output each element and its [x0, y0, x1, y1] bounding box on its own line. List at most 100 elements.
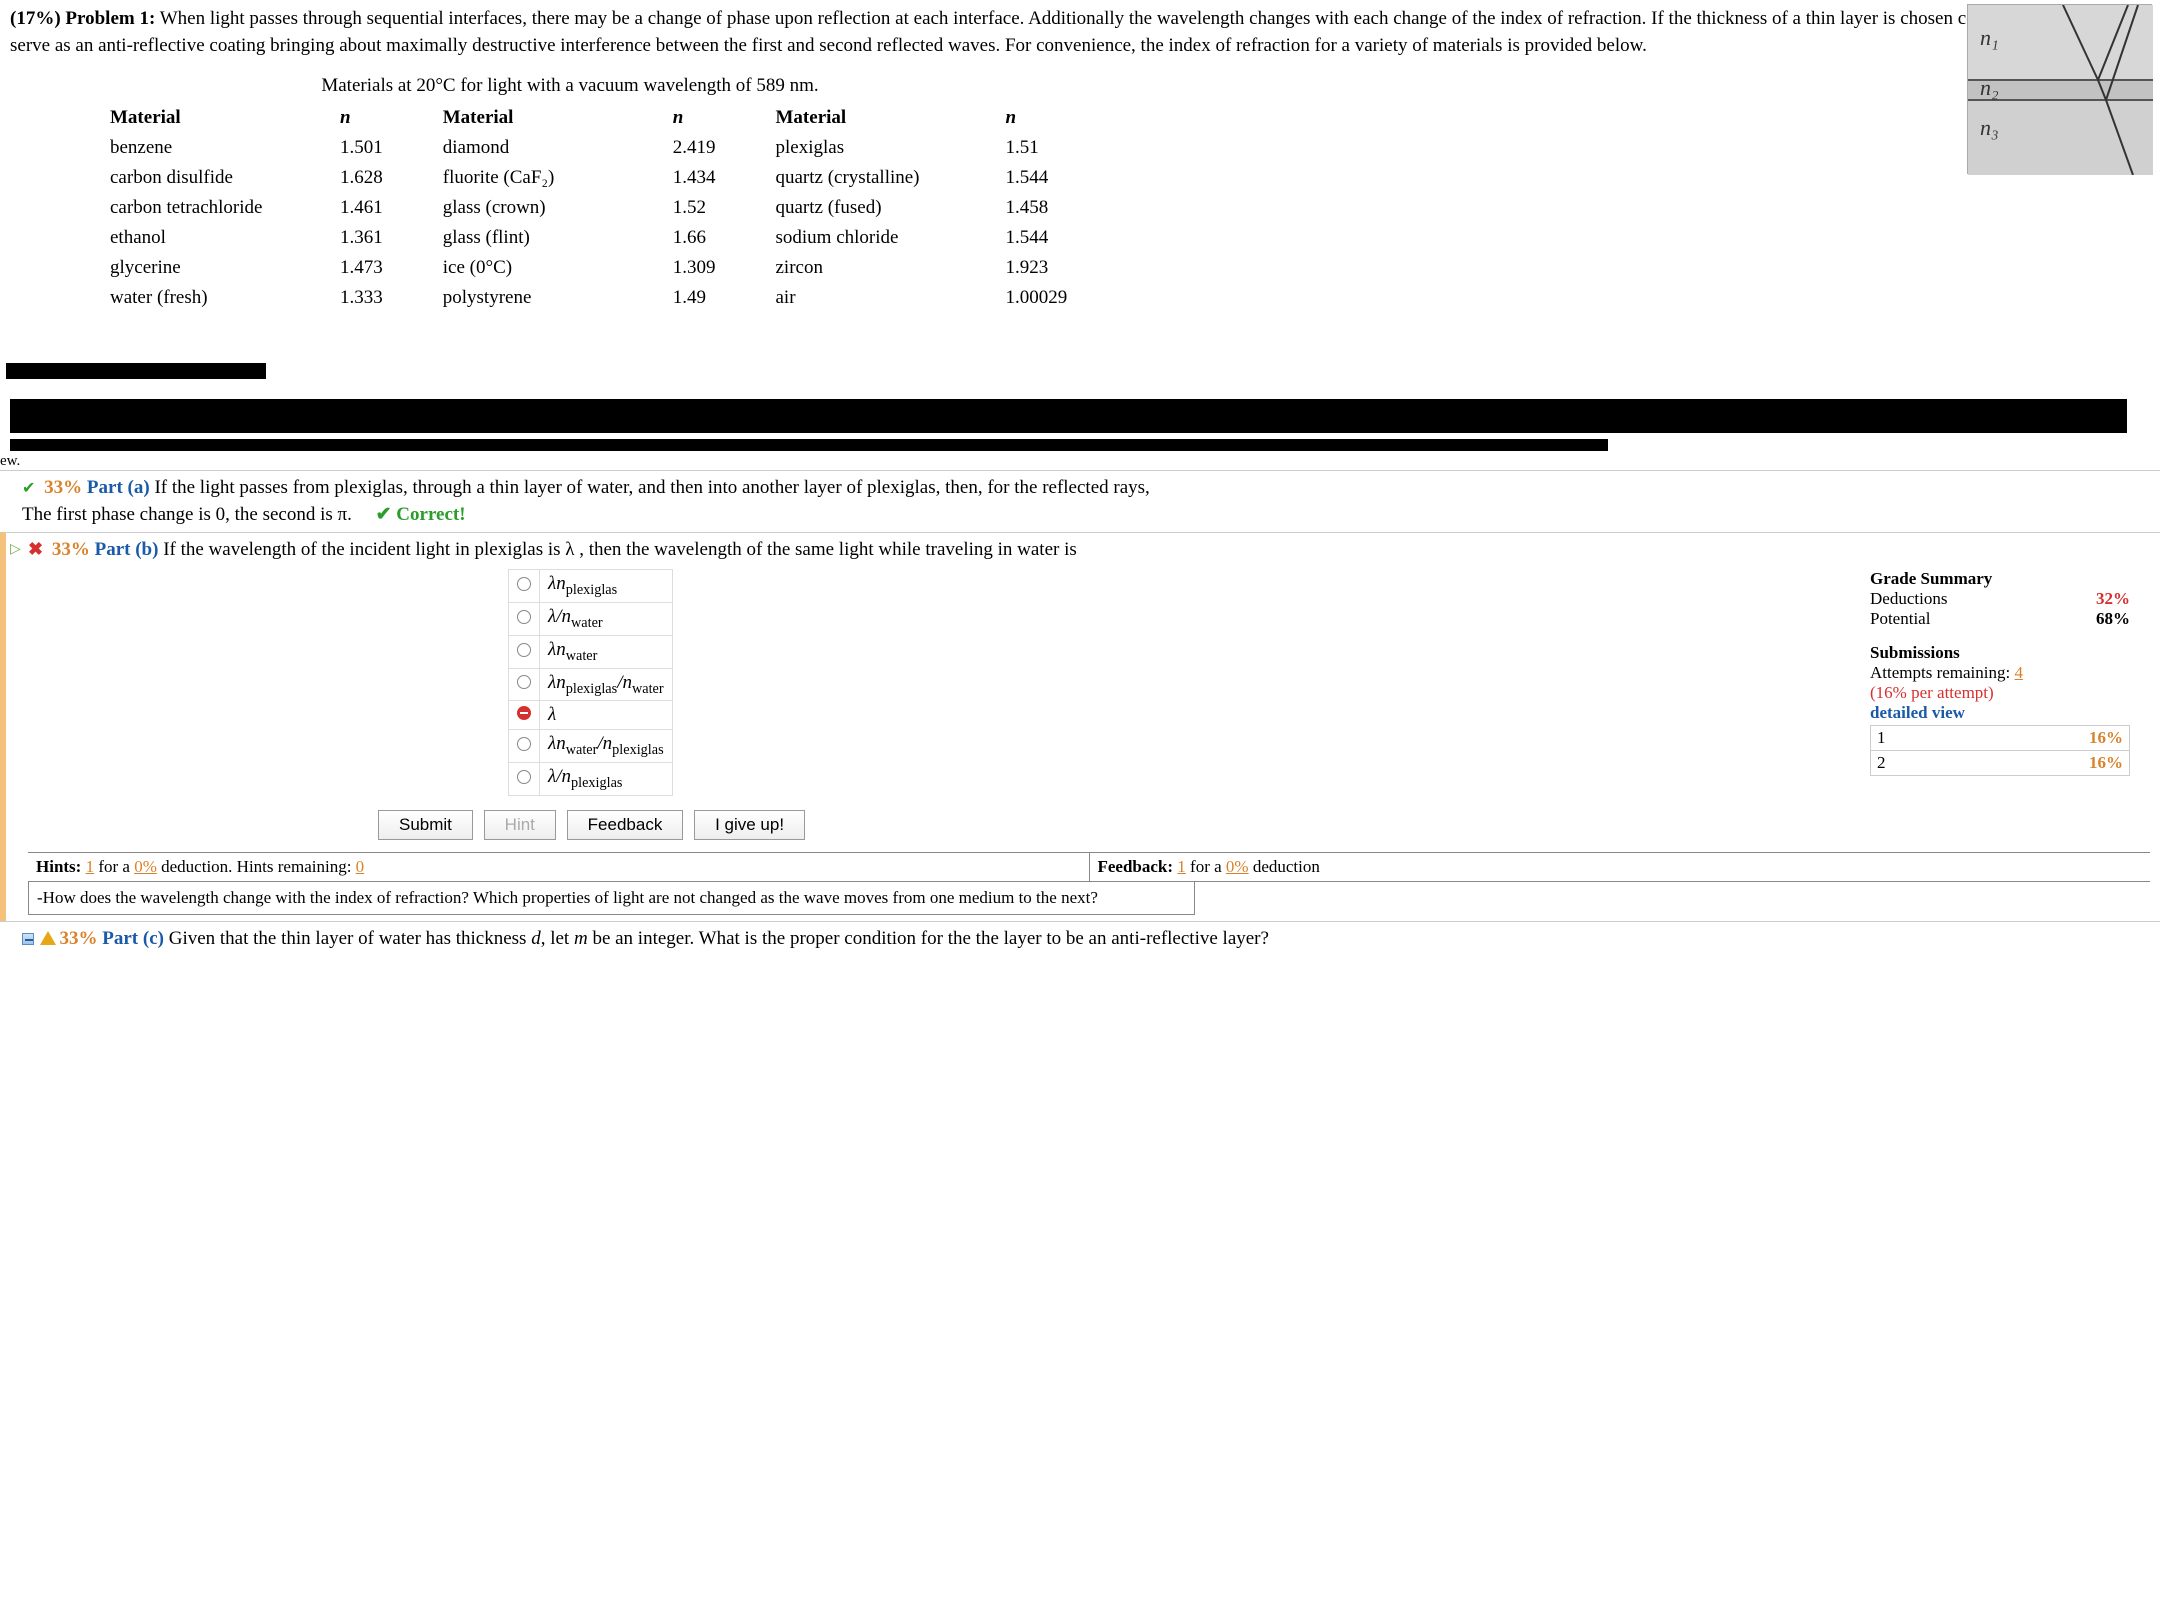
- problem-weight: (17%): [10, 8, 61, 29]
- attempts-label: Attempts remaining:: [1870, 663, 2014, 682]
- material-name: sodium chloride: [776, 223, 1006, 253]
- option-row[interactable]: λnwater: [509, 635, 673, 668]
- var-m: m: [574, 928, 588, 949]
- giveup-button[interactable]: I give up!: [694, 810, 805, 840]
- part-a-answer: The first phase change is 0, the second …: [22, 504, 352, 525]
- n-value: 1.66: [673, 223, 776, 253]
- material-name: carbon disulfide: [110, 163, 340, 193]
- hints-count[interactable]: 1: [86, 857, 95, 876]
- part-b-row: ▷ ✖ 33% Part (b) If the wavelength of th…: [0, 532, 2160, 921]
- wrong-icon: ✖: [28, 539, 43, 559]
- part-a-percent: 33%: [44, 477, 82, 498]
- diagram-n1-label: n₁: [1980, 25, 1999, 50]
- radio-icon[interactable]: [517, 610, 531, 624]
- option-row[interactable]: λ/nplexiglas: [509, 763, 673, 796]
- radio-wrong-icon[interactable]: [517, 706, 531, 720]
- material-name: benzene: [110, 133, 340, 163]
- deductions-value: 32%: [2096, 589, 2130, 609]
- radio-icon[interactable]: [517, 770, 531, 784]
- materials-header-row: Material n Material n Material n: [110, 103, 1127, 133]
- radio-icon[interactable]: [517, 675, 531, 689]
- material-name: water (fresh): [110, 283, 340, 313]
- table-row: benzene1.501diamond2.419plexiglas1.51: [110, 133, 1127, 163]
- check-icon: ✔: [22, 480, 35, 497]
- option-label: λnplexiglas: [540, 570, 673, 603]
- hint-text: -How does the wavelength change with the…: [28, 882, 1195, 915]
- n-value: 1.544: [1006, 223, 1128, 253]
- col-header-n: n: [1006, 103, 1128, 133]
- option-row[interactable]: λnplexiglas/nwater: [509, 668, 673, 701]
- n-value: 1.628: [340, 163, 443, 193]
- hints-pct: 0%: [134, 857, 157, 876]
- part-b-percent: 33%: [52, 539, 90, 560]
- button-row: Submit Hint Feedback I give up!: [378, 810, 2150, 840]
- attempt-number: 1: [1877, 728, 1886, 748]
- n-value: 1.00029: [1006, 283, 1128, 313]
- part-a-row: ✔ 33% Part (a) If the light passes from …: [0, 470, 2160, 532]
- material-name: glass (flint): [443, 223, 673, 253]
- n-value: 1.51: [1006, 133, 1128, 163]
- n-value: 1.544: [1006, 163, 1128, 193]
- diagram-n2-label: n₂: [1980, 75, 1999, 100]
- table-row: carbon disulfide1.628fluorite (CaF₂)1.43…: [110, 163, 1127, 193]
- n-value: 1.333: [340, 283, 443, 313]
- n-value: 1.923: [1006, 253, 1128, 283]
- option-label: λ/nwater: [540, 602, 673, 635]
- material-name: zircon: [776, 253, 1006, 283]
- submit-button[interactable]: Submit: [378, 810, 473, 840]
- hints-label: Hints:: [36, 857, 81, 876]
- radio-icon[interactable]: [517, 577, 531, 591]
- radio-icon[interactable]: [517, 643, 531, 657]
- potential-value: 68%: [2096, 609, 2130, 629]
- attempts-remaining[interactable]: 4: [2014, 663, 2023, 682]
- radio-icon[interactable]: [517, 737, 531, 751]
- material-name: quartz (fused): [776, 193, 1006, 223]
- n-value: 1.49: [673, 283, 776, 313]
- n-value: 1.473: [340, 253, 443, 283]
- options-table: λnplexiglasλ/nwaterλnwaterλnplexiglas/nw…: [508, 569, 673, 796]
- hint-button: Hint: [484, 810, 556, 840]
- detailed-view-link[interactable]: detailed view: [1870, 703, 2130, 723]
- option-label: λ/nplexiglas: [540, 763, 673, 796]
- n-value: 1.52: [673, 193, 776, 223]
- expand-icon[interactable]: ▷: [10, 541, 21, 558]
- collapse-icon[interactable]: [22, 933, 34, 945]
- option-row[interactable]: λnplexiglas: [509, 570, 673, 603]
- attempt-deduction: 16%: [2089, 753, 2123, 773]
- attempt-row: 2 16%: [1871, 750, 2129, 775]
- warning-icon: [40, 931, 56, 945]
- material-name: diamond: [443, 133, 673, 163]
- col-header-n: n: [673, 103, 776, 133]
- n-value: 2.419: [673, 133, 776, 163]
- problem-header: (17%) Problem 1: When light passes throu…: [0, 0, 2160, 65]
- option-row[interactable]: λnwater/nplexiglas: [509, 730, 673, 763]
- option-row[interactable]: λ: [509, 701, 673, 730]
- table-row: ethanol1.361glass (flint)1.66sodium chlo…: [110, 223, 1127, 253]
- material-name: ice (0°C): [443, 253, 673, 283]
- feedback-button[interactable]: Feedback: [567, 810, 684, 840]
- n-value: 1.501: [340, 133, 443, 163]
- problem-text: When light passes through sequential int…: [10, 8, 2116, 56]
- col-header-material: Material: [110, 103, 340, 133]
- part-b-label: Part (b): [95, 539, 159, 560]
- material-name: glass (crown): [443, 193, 673, 223]
- truncated-text: ew.: [0, 453, 2160, 470]
- feedback-count[interactable]: 1: [1177, 857, 1186, 876]
- deductions-label: Deductions: [1870, 589, 1947, 609]
- material-name: air: [776, 283, 1006, 313]
- attempt-number: 2: [1877, 753, 1886, 773]
- part-c-question-post: be an integer. What is the proper condit…: [588, 928, 1269, 949]
- materials-table: Material n Material n Material n benzene…: [110, 103, 1127, 313]
- refraction-diagram: n₁ n₂ n₃: [1967, 4, 2152, 174]
- option-label: λnplexiglas/nwater: [540, 668, 673, 701]
- table-row: carbon tetrachloride1.461glass (crown)1.…: [110, 193, 1127, 223]
- grade-summary-title: Grade Summary: [1870, 569, 2130, 589]
- materials-caption: Materials at 20°C for light with a vacuu…: [220, 75, 920, 97]
- col-header-material: Material: [776, 103, 1006, 133]
- table-row: glycerine1.473ice (0°C)1.309zircon1.923: [110, 253, 1127, 283]
- per-attempt-text: (16% per attempt): [1870, 683, 2130, 703]
- n-value: 1.458: [1006, 193, 1128, 223]
- part-c-percent: 33%: [60, 928, 98, 949]
- option-row[interactable]: λ/nwater: [509, 602, 673, 635]
- part-a-question: If the light passes from plexiglas, thro…: [154, 477, 1149, 498]
